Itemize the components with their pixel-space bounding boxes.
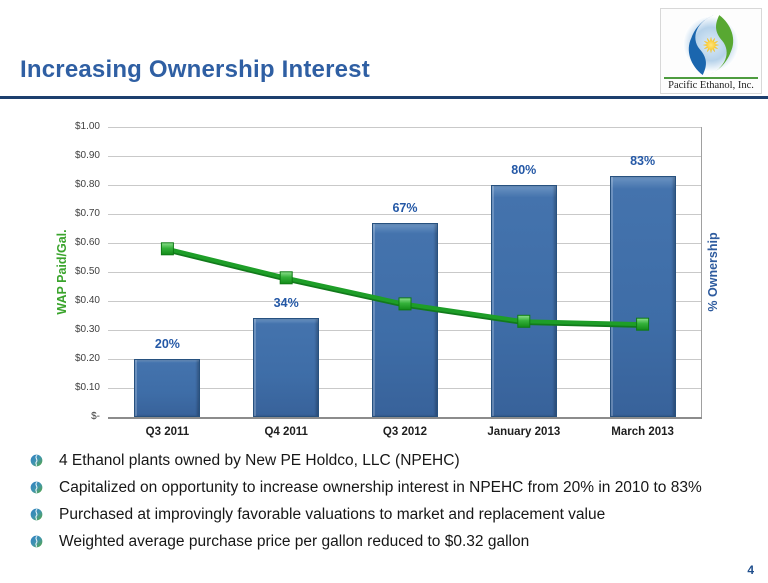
- line-marker: [398, 297, 412, 311]
- x-axis-category-label: March 2013: [611, 426, 674, 438]
- y-axis-tick-label: $0.60: [74, 237, 100, 248]
- list-item: Purchased at improvingly favorable valua…: [30, 506, 754, 524]
- bullet-text: 4 Ethanol plants owned by New PE Holdco,…: [59, 452, 460, 469]
- right-axis-line: [701, 127, 702, 417]
- page-title: Increasing Ownership Interest: [20, 56, 370, 83]
- list-item: 4 Ethanol plants owned by New PE Holdco,…: [30, 452, 754, 470]
- line-marker: [279, 271, 293, 285]
- x-axis-line: [108, 417, 702, 419]
- bullet-text: Purchased at improvingly favorable valua…: [59, 506, 606, 523]
- right-axis-title: % Ownership: [706, 232, 720, 312]
- y-axis-tick-label: $0.10: [74, 382, 100, 393]
- line-marker: [636, 317, 650, 331]
- ownership-bar: [372, 222, 438, 417]
- x-axis-category-label: Q3 2012: [382, 426, 428, 438]
- swirl-bullet-icon: [30, 535, 43, 548]
- bar-data-label: 67%: [392, 200, 418, 215]
- swirl-bullet-icon: [30, 508, 43, 521]
- x-axis-category-label: Q3 2011: [145, 426, 190, 438]
- swirl-bullet-icon: [30, 481, 43, 494]
- gridline: [108, 214, 702, 215]
- y-axis-tick-label: $0.50: [74, 266, 100, 277]
- x-axis-category-label: January 2013: [487, 426, 561, 438]
- ownership-bar: [490, 185, 557, 417]
- y-axis-tick-label: $-: [91, 411, 100, 422]
- ownership-bar: [253, 318, 320, 417]
- y-axis-tick-label: $0.70: [74, 208, 100, 219]
- left-axis-title: WAP Paid/Gal.: [55, 229, 69, 315]
- swirl-bullet-icon: [30, 454, 43, 467]
- line-marker: [160, 242, 174, 256]
- y-axis-tick-label: $0.20: [74, 353, 100, 364]
- bar-data-label: 80%: [511, 163, 537, 177]
- bullet-list: 4 Ethanol plants owned by New PE Holdco,…: [30, 452, 754, 560]
- gridline: [108, 185, 702, 186]
- y-axis-tick-label: $0.90: [74, 150, 100, 161]
- bar-data-label: 20%: [154, 337, 180, 351]
- ownership-bar: [134, 359, 201, 417]
- bar-data-label: 83%: [630, 154, 656, 169]
- page-number: 4: [747, 563, 754, 577]
- chart-plot-area: 20% 34% 67% 80% 83%: [108, 127, 702, 419]
- list-item: Capitalized on opportunity to increase o…: [30, 479, 754, 497]
- ownership-chart: 20% 34% 67% 80% 83% $1.00 $0.90 $0.80 $0.70 $0.6…: [0, 110, 768, 455]
- gridline: [108, 127, 702, 128]
- x-axis-category-label: Q4 2011: [264, 426, 308, 438]
- ownership-bar: [609, 176, 676, 417]
- gridline: [108, 156, 702, 157]
- logo-company-name: Pacific Ethanol, Inc.: [668, 80, 754, 91]
- y-axis-tick-label: $0.40: [74, 295, 100, 306]
- y-axis-tick-label: $0.30: [74, 324, 100, 335]
- logo-underline: [664, 77, 758, 79]
- y-axis-tick-label: $1.00: [74, 121, 100, 132]
- bullet-text: Capitalized on opportunity to increase o…: [59, 479, 702, 496]
- bullet-text: Weighted average purchase price per gall…: [59, 533, 530, 550]
- pacific-ethanol-logo-icon: [683, 15, 739, 75]
- company-logo: Pacific Ethanol, Inc.: [660, 8, 762, 94]
- title-divider: [0, 96, 768, 99]
- bar-data-label: 34%: [273, 296, 299, 311]
- list-item: Weighted average purchase price per gall…: [30, 533, 754, 551]
- line-marker: [517, 314, 531, 328]
- wap-line-series: [160, 242, 650, 331]
- y-axis-tick-label: $0.80: [74, 179, 100, 190]
